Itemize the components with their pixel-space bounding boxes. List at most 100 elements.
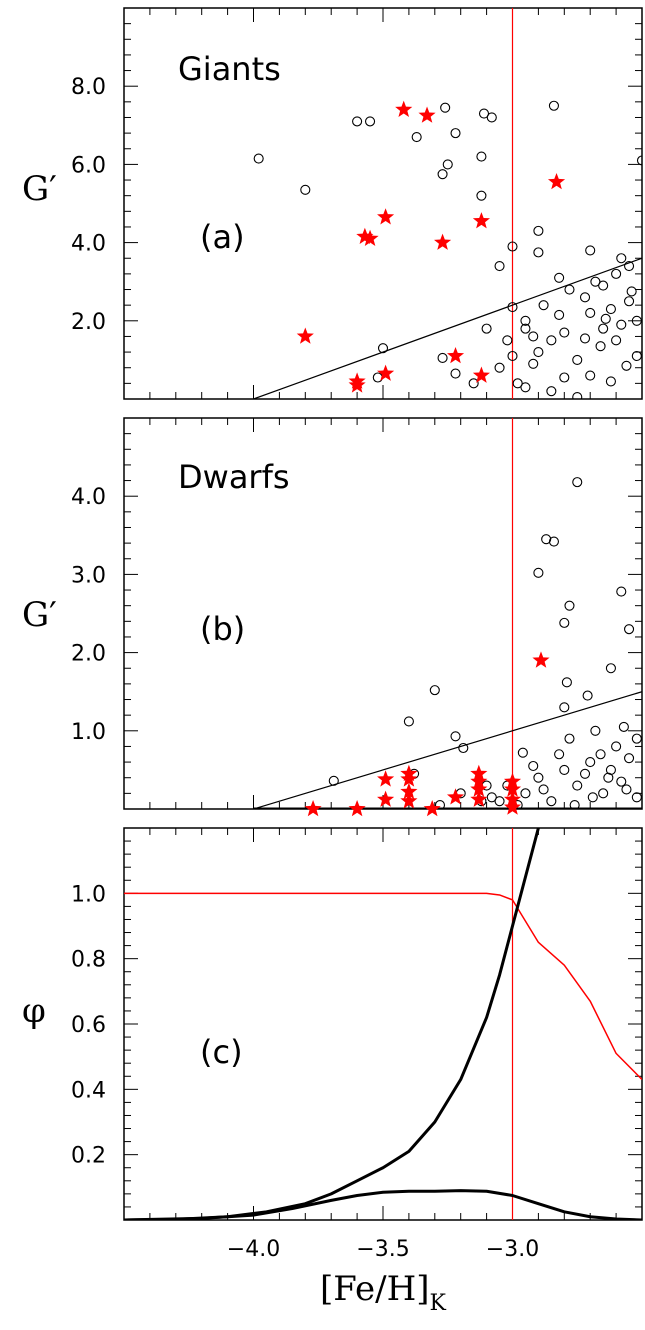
data-point-circle xyxy=(437,169,448,180)
plot-frame xyxy=(123,827,643,1221)
data-point-star xyxy=(400,792,418,809)
data-point-circle xyxy=(554,309,565,320)
data-point-circle xyxy=(616,319,627,330)
data-point-circle xyxy=(611,268,622,279)
data-point-circle xyxy=(300,184,311,195)
data-point-circle xyxy=(476,151,487,162)
x-axis-label: [Fe/H]K xyxy=(320,1269,447,1316)
data-point-circle xyxy=(403,716,414,727)
data-point-circle xyxy=(598,323,609,334)
data-point-circle xyxy=(429,685,440,696)
data-point-star xyxy=(472,212,490,229)
data-point-circle xyxy=(352,116,363,127)
panel-label: (b) xyxy=(200,610,245,648)
data-point-circle xyxy=(554,749,565,760)
data-point-circle xyxy=(450,128,461,139)
data-point-circle xyxy=(598,280,609,291)
data-point-star xyxy=(470,790,488,807)
data-point-circle xyxy=(533,347,544,358)
data-point-circle xyxy=(548,536,559,547)
data-point-star xyxy=(361,229,379,246)
data-point-circle xyxy=(590,725,601,736)
data-point-circle xyxy=(494,261,505,272)
data-point-circle xyxy=(533,772,544,783)
data-point-circle xyxy=(603,772,614,783)
data-point-circle xyxy=(372,372,383,383)
x-tick-label: −4.0 xyxy=(227,1237,280,1262)
data-point-circle xyxy=(611,335,622,346)
data-point-circle xyxy=(520,788,531,799)
data-point-circle xyxy=(528,760,539,772)
data-point-circle xyxy=(377,343,389,354)
panel-annotation: Giants xyxy=(178,50,281,88)
y-axis-label: φ xyxy=(22,991,46,1031)
data-point-circle xyxy=(621,784,632,795)
data-point-circle xyxy=(623,261,635,272)
data-point-circle xyxy=(579,292,591,303)
data-point-circle xyxy=(481,323,492,334)
data-point-star xyxy=(470,780,488,797)
boundary-line xyxy=(253,257,642,399)
data-point-circle xyxy=(520,323,531,334)
y-tick-label: 2.0 xyxy=(71,642,106,667)
x-axis-label-subscript: K xyxy=(430,1291,447,1316)
data-point-circle xyxy=(533,567,544,578)
data-point-star xyxy=(503,780,522,797)
data-point-circle xyxy=(564,600,575,611)
data-point-star xyxy=(472,366,490,383)
data-point-circle xyxy=(605,376,616,387)
y-tick-label: 3.0 xyxy=(71,563,106,588)
data-point-star xyxy=(348,376,366,393)
data-point-circle xyxy=(468,378,479,389)
y-tick-label: 0.6 xyxy=(71,1013,106,1038)
data-point-circle xyxy=(494,362,505,373)
data-point-circle xyxy=(631,350,642,362)
data-point-circle xyxy=(631,315,642,326)
data-point-circle xyxy=(486,112,497,123)
data-point-circle xyxy=(364,116,376,127)
data-point-circle xyxy=(528,331,539,342)
data-point-circle xyxy=(585,245,596,256)
data-point-star xyxy=(377,208,395,225)
x-tick-label: −3.5 xyxy=(356,1237,409,1262)
data-point-star xyxy=(418,106,436,123)
data-point-circle xyxy=(595,749,606,760)
y-tick-label: 4.0 xyxy=(71,232,106,257)
data-point-circle xyxy=(546,796,557,807)
y-tick-label: 2.0 xyxy=(71,310,106,335)
data-point-circle xyxy=(623,624,635,635)
y-tick-label: 4.0 xyxy=(71,485,106,510)
data-point-circle xyxy=(533,247,544,258)
data-point-circle xyxy=(572,477,583,488)
y-tick-label: 0.2 xyxy=(71,1144,106,1169)
data-point-circle xyxy=(569,800,580,809)
y-tick-label: 0.8 xyxy=(71,948,106,973)
data-point-circle xyxy=(621,360,632,371)
data-point-star xyxy=(446,346,465,364)
data-point-circle xyxy=(559,617,570,628)
data-point-circle xyxy=(458,742,469,754)
panel-c: 0.2 0.4 0.6 0.8 1.0 −4.0 −3.5 −3.0 (c) φ [Fe/H]K xyxy=(22,827,643,1316)
data-point-circle xyxy=(598,788,609,799)
data-point-circle xyxy=(605,663,616,674)
boundary-line xyxy=(253,691,642,809)
data-point-star xyxy=(296,327,314,344)
data-point-circle xyxy=(411,131,422,143)
data-point-circle xyxy=(507,302,518,313)
data-point-star xyxy=(304,800,322,817)
y-tick-label: 8.0 xyxy=(71,75,106,100)
data-point-circle xyxy=(590,276,601,287)
data-point-circle xyxy=(494,796,505,807)
data-point-circle xyxy=(476,190,487,201)
data-point-circle xyxy=(561,677,572,688)
data-point-star xyxy=(400,782,418,800)
data-point-circle xyxy=(618,721,629,732)
data-point-circle xyxy=(440,102,451,113)
data-point-circle xyxy=(559,372,570,383)
panel-b: 1.0 2.0 3.0 4.0 Dwarfs (b) G′ xyxy=(22,417,643,817)
data-point-star xyxy=(395,100,413,117)
data-point-circle xyxy=(450,368,461,379)
data-point-circle xyxy=(626,286,637,297)
data-point-circle xyxy=(585,757,596,768)
data-point-circle xyxy=(585,370,596,381)
